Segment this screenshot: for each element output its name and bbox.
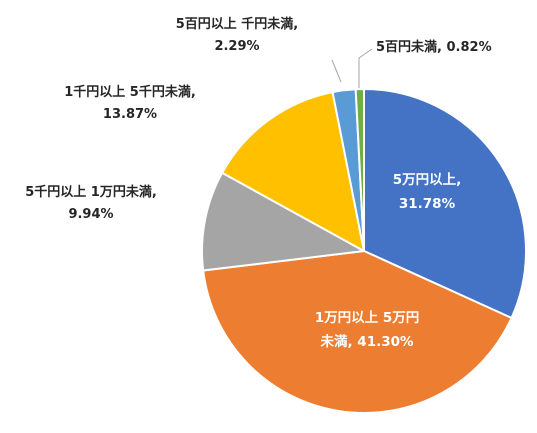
slice-5sen-1man — [201, 171, 365, 272]
slice-1sen-5sen — [221, 91, 365, 252]
slice-label-5man-ijou: 5万円以上, 31.78% — [392, 172, 462, 212]
slice-label-1sen-5sen: 1千円以上 5千円未満, 13.87% — [64, 85, 196, 122]
slice-label-5hyaku-sen: 5百円以上 千円未満, 2.29% — [175, 17, 299, 54]
slice-label-5hyaku-miman: 5百円未満, 0.82% — [376, 40, 492, 55]
leader-line-5hyaku-sen — [331, 59, 342, 83]
slice-1man-5man — [202, 250, 513, 414]
slice-label-5sen-1man: 5千円以上 1万円未満, 9.94% — [25, 185, 157, 222]
slice-5man-ijou — [363, 88, 527, 319]
leader-line-5hyaku-miman — [358, 48, 373, 88]
slice-5hyaku-miman — [354, 88, 365, 252]
slice-label-1man-5man: 1万円以上 5万円 未満, 41.30% — [314, 310, 420, 350]
